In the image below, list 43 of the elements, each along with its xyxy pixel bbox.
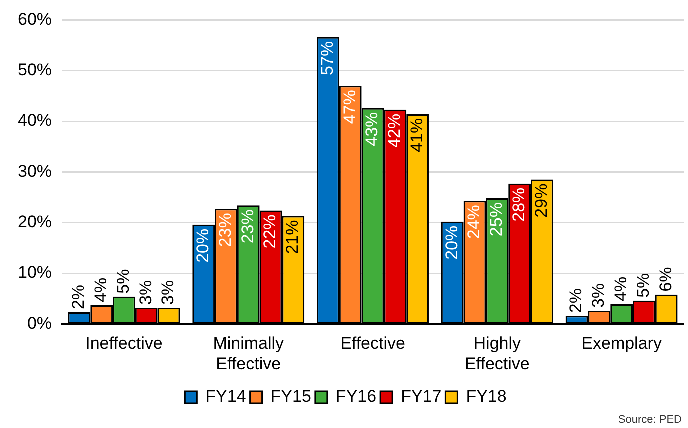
legend-label: FY17	[401, 387, 442, 406]
y-tick-label: 60%	[18, 10, 52, 29]
data-label: 23%	[216, 213, 235, 248]
data-label: 3%	[136, 280, 156, 305]
data-label: 2%	[69, 284, 88, 310]
data-label: 47%	[340, 90, 360, 124]
y-tick-label: 10%	[18, 263, 52, 282]
y-tick-label: 50%	[18, 60, 52, 80]
legend-label: FY16	[336, 387, 377, 406]
x-tick-label: Ineffective	[86, 334, 163, 354]
data-label: 3%	[158, 280, 178, 305]
data-label: 20%	[194, 228, 213, 263]
data-label: 42%	[385, 114, 404, 148]
data-label: 4%	[611, 276, 630, 302]
data-label: 24%	[464, 205, 484, 240]
data-label: 2%	[566, 288, 586, 314]
x-tick-label: Highly Effective	[464, 334, 530, 374]
legend-label: FY14	[206, 387, 246, 406]
y-tick-label: 0%	[27, 314, 52, 333]
data-label: 6%	[656, 267, 676, 292]
data-label: 43%	[362, 112, 382, 146]
legend-label: FY18	[466, 387, 507, 406]
data-label: 20%	[442, 226, 462, 260]
data-label: 29%	[532, 184, 551, 218]
data-label: 22%	[260, 214, 280, 249]
data-label: 25%	[487, 202, 506, 237]
x-tick-label: Exemplary	[582, 334, 662, 354]
y-tick-label: 30%	[18, 162, 52, 181]
data-label: 28%	[509, 188, 528, 222]
y-tick-label: 20%	[18, 212, 52, 232]
data-label: 21%	[283, 220, 302, 254]
data-label: 57%	[318, 41, 337, 76]
y-tick-label: 40%	[18, 111, 52, 130]
x-tick-label: Effective	[340, 334, 406, 354]
data-label: 41%	[407, 118, 426, 152]
data-label: 23%	[238, 210, 258, 244]
legend-label: FY15	[270, 387, 312, 406]
data-label: 5%	[634, 273, 653, 298]
data-label: 4%	[92, 278, 111, 302]
source-note: Source: PED	[618, 414, 682, 426]
data-label: 3%	[589, 283, 608, 308]
x-tick-label: Minimally Effective	[213, 334, 285, 374]
data-label: 5%	[114, 269, 133, 294]
